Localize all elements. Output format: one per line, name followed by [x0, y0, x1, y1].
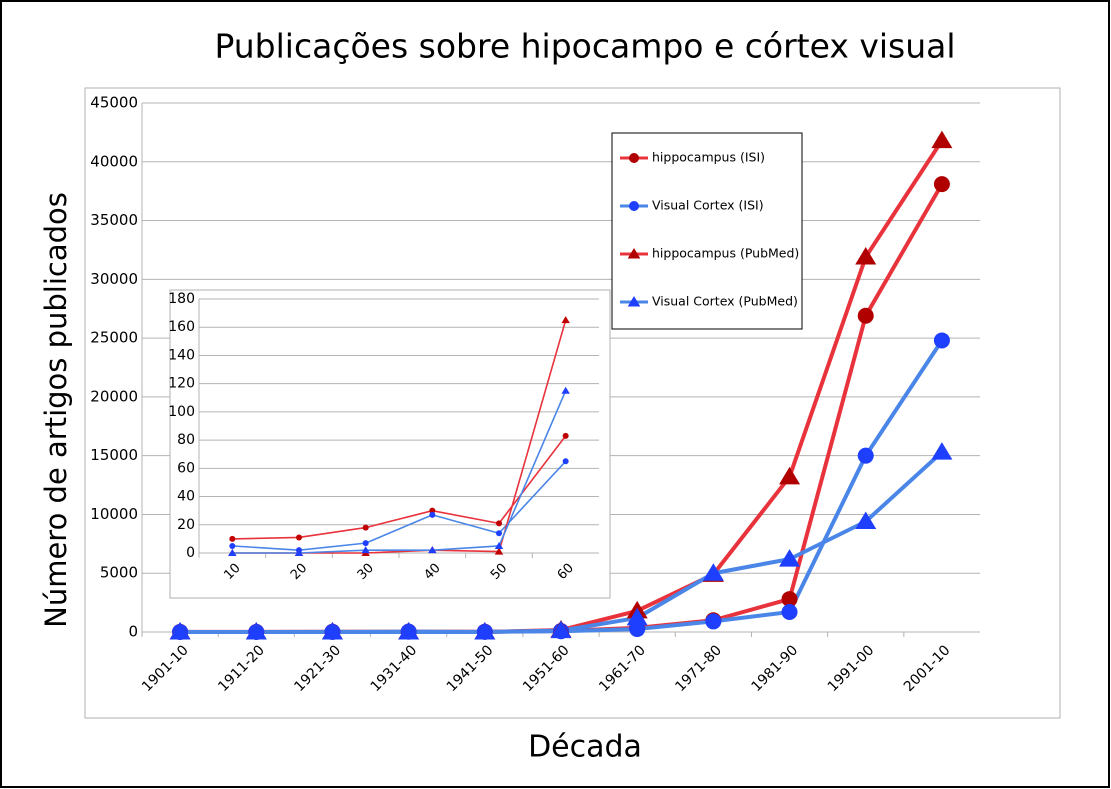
y-tick-label: 35000 — [90, 211, 138, 229]
marker — [855, 511, 877, 529]
marker — [933, 332, 950, 349]
marker — [550, 620, 572, 639]
marker — [705, 613, 722, 630]
series-line — [232, 435, 567, 540]
marker — [429, 507, 436, 514]
marker — [429, 511, 436, 518]
marker — [398, 621, 420, 640]
y-tick-label: 60 — [177, 460, 195, 476]
marker — [781, 604, 798, 621]
marker — [296, 534, 302, 541]
chart-frame — [84, 87, 1061, 719]
marker — [627, 248, 641, 259]
marker — [626, 607, 648, 626]
y-tick-label: 80 — [177, 432, 195, 448]
legend-label: hippocampus (ISI) — [652, 150, 765, 165]
y-tick-label: 45000 — [90, 94, 138, 112]
marker — [494, 541, 504, 549]
chart-title: Publicações sobre hipocampo e córtex vis… — [214, 27, 955, 66]
y-tick-label: 10000 — [90, 505, 138, 523]
marker — [562, 432, 569, 439]
y-axis-label: Número de artigos publicados — [39, 192, 73, 628]
marker — [627, 296, 641, 307]
marker — [474, 621, 496, 640]
marker — [779, 549, 801, 567]
y-tick-label: 0 — [186, 545, 195, 561]
marker — [228, 549, 237, 556]
marker — [245, 622, 267, 640]
marker — [562, 458, 569, 465]
marker — [229, 542, 236, 549]
marker — [496, 520, 502, 527]
y-tick-label: 160 — [168, 319, 195, 335]
y-tick-label: 15000 — [90, 446, 138, 464]
y-tick-label: 180 — [168, 291, 195, 307]
marker — [362, 524, 369, 531]
y-tick-label: 120 — [168, 376, 195, 392]
marker — [855, 246, 877, 265]
marker — [496, 530, 502, 537]
y-tick-label: 140 — [168, 347, 195, 363]
marker — [229, 535, 236, 542]
marker — [931, 130, 953, 149]
legend-box — [611, 132, 803, 330]
marker — [629, 153, 639, 163]
marker — [857, 307, 874, 324]
y-tick-label: 25000 — [90, 329, 138, 347]
marker — [561, 386, 570, 394]
marker — [361, 546, 370, 554]
y-tick-label: 5000 — [100, 564, 138, 582]
y-tick-label: 20 — [177, 517, 195, 533]
legend-label: Visual Cortex (ISI) — [652, 198, 764, 213]
y-tick-label: 100 — [168, 404, 195, 420]
marker — [428, 546, 437, 554]
marker — [362, 540, 369, 547]
y-tick-label: 30000 — [90, 270, 138, 288]
marker — [779, 466, 801, 485]
legend-label: hippocampus (PubMed) — [652, 246, 799, 261]
marker — [494, 547, 504, 555]
y-tick-label: 40 — [177, 489, 195, 505]
series-line — [232, 390, 567, 554]
marker — [561, 316, 570, 324]
legend-label: Visual Cortex (PubMed) — [652, 294, 798, 309]
marker — [294, 549, 304, 556]
marker — [931, 442, 953, 460]
marker — [781, 591, 798, 608]
marker — [321, 621, 343, 640]
marker — [857, 447, 874, 464]
y-tick-label: 0 — [128, 623, 138, 641]
x-axis-label: Década — [528, 730, 642, 765]
y-tick-label: 20000 — [90, 387, 138, 405]
y-tick-label: 40000 — [90, 152, 138, 170]
marker — [702, 563, 724, 581]
marker — [629, 201, 639, 211]
marker — [169, 622, 191, 640]
marker — [933, 176, 950, 193]
